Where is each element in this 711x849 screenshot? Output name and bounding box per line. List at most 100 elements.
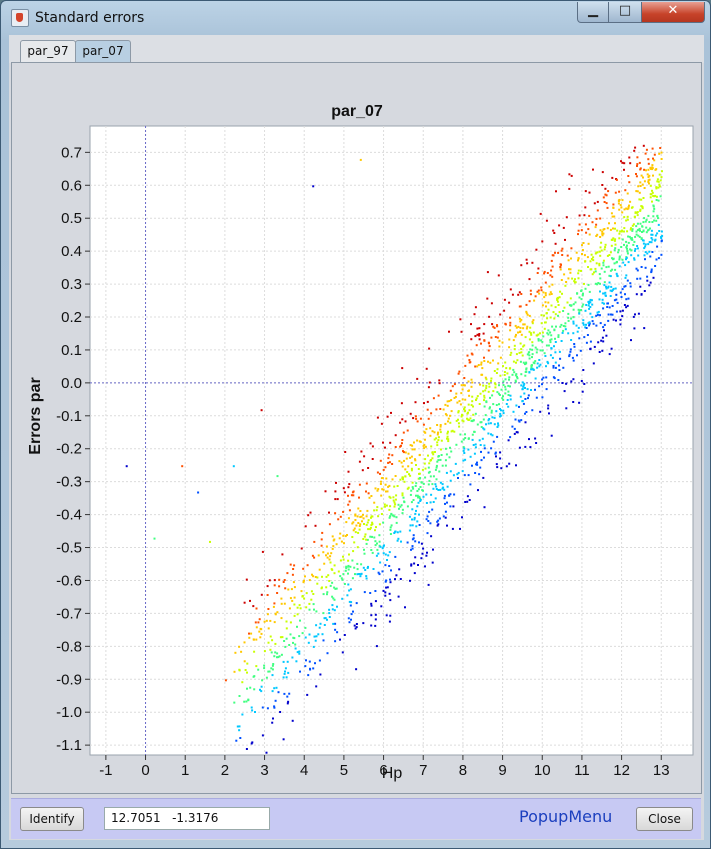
title-bar[interactable]: Standard errors ▁ □ ✕ — [1, 1, 710, 35]
data-point — [348, 553, 350, 556]
data-point — [618, 256, 621, 259]
x-tick-label: 11 — [574, 762, 590, 779]
outlier-point — [359, 158, 362, 161]
data-point — [387, 485, 390, 488]
data-point — [249, 686, 252, 689]
data-point — [340, 540, 343, 543]
data-point — [376, 489, 379, 492]
data-point — [347, 617, 350, 620]
outlier-point — [312, 185, 315, 188]
data-point — [446, 404, 449, 407]
data-point — [487, 390, 490, 393]
data-point — [351, 536, 354, 538]
data-point — [537, 339, 540, 342]
data-point — [558, 369, 561, 371]
data-point — [524, 445, 527, 448]
data-point — [361, 520, 363, 523]
data-point — [588, 290, 591, 293]
maximize-button[interactable]: □ — [608, 2, 642, 23]
data-point — [610, 313, 612, 316]
y-tick-label: -0.7 — [56, 605, 82, 622]
minimize-button[interactable]: ▁ — [577, 2, 609, 23]
data-point — [388, 620, 391, 623]
data-point — [414, 415, 417, 418]
data-point — [450, 450, 453, 453]
data-point — [528, 357, 531, 360]
data-point — [267, 670, 270, 673]
data-point — [554, 313, 557, 316]
data-point — [444, 422, 447, 425]
y-tick-label: 0.6 — [61, 177, 82, 194]
data-point — [526, 325, 529, 328]
tab-par-97[interactable]: par_97 — [20, 40, 76, 62]
data-point — [269, 619, 272, 622]
data-point — [378, 523, 381, 526]
data-point — [479, 392, 482, 395]
data-point — [266, 585, 269, 588]
data-point — [428, 462, 431, 465]
data-point — [343, 491, 346, 494]
data-point — [498, 345, 501, 348]
data-point — [291, 573, 294, 576]
data-point — [639, 208, 642, 211]
data-point — [437, 489, 440, 491]
x-tick-label: 6 — [379, 762, 387, 779]
data-point — [585, 327, 588, 329]
data-point — [568, 355, 571, 358]
data-point — [410, 455, 413, 458]
data-point — [545, 344, 548, 347]
coordinate-field[interactable]: 12.7051 -1.3176 — [104, 807, 270, 830]
data-point — [253, 688, 256, 691]
data-point — [386, 559, 388, 561]
data-point — [587, 300, 590, 303]
data-point — [462, 459, 465, 462]
scatter-chart[interactable]: par_07 Hp Errors par -1 0 1 2 3 4 5 6 7 8 9 10 11 12 1… — [12, 63, 701, 793]
data-point — [334, 490, 337, 493]
data-point — [539, 410, 542, 413]
data-point — [245, 578, 248, 581]
data-point — [296, 606, 299, 609]
data-point — [376, 416, 379, 419]
data-point — [487, 422, 490, 425]
data-point — [545, 376, 548, 379]
popup-menu-link[interactable]: PopupMenu — [519, 807, 613, 826]
data-point — [240, 650, 243, 653]
data-point — [522, 385, 525, 388]
data-point — [428, 470, 431, 473]
data-point — [298, 635, 301, 638]
data-point — [639, 229, 641, 232]
data-point — [654, 234, 657, 237]
data-point — [313, 556, 316, 559]
data-point — [509, 324, 512, 327]
data-point — [655, 258, 658, 261]
data-point — [485, 400, 488, 403]
data-point — [488, 407, 491, 410]
identify-button[interactable]: Identify — [20, 807, 84, 831]
data-point — [519, 330, 522, 333]
data-point — [261, 734, 264, 737]
data-point — [457, 418, 459, 421]
data-point — [531, 322, 534, 325]
data-point — [580, 269, 582, 272]
data-point — [587, 283, 590, 286]
close-button[interactable]: Close — [636, 807, 693, 831]
data-point — [315, 624, 318, 627]
data-point — [386, 490, 389, 493]
data-point — [591, 316, 594, 319]
data-point — [417, 488, 420, 491]
data-point — [656, 180, 659, 183]
data-point — [323, 562, 326, 565]
data-point — [385, 504, 388, 507]
data-point — [423, 402, 425, 405]
data-point — [653, 153, 656, 156]
data-point — [593, 202, 596, 205]
data-point — [315, 635, 318, 638]
tab-par-07[interactable]: par_07 — [75, 40, 131, 62]
data-point — [260, 632, 263, 635]
data-point — [570, 174, 573, 177]
data-point — [516, 375, 518, 378]
data-point — [389, 578, 391, 581]
data-point — [525, 312, 528, 315]
data-point — [496, 336, 499, 339]
close-window-button[interactable]: ✕ — [641, 2, 705, 23]
